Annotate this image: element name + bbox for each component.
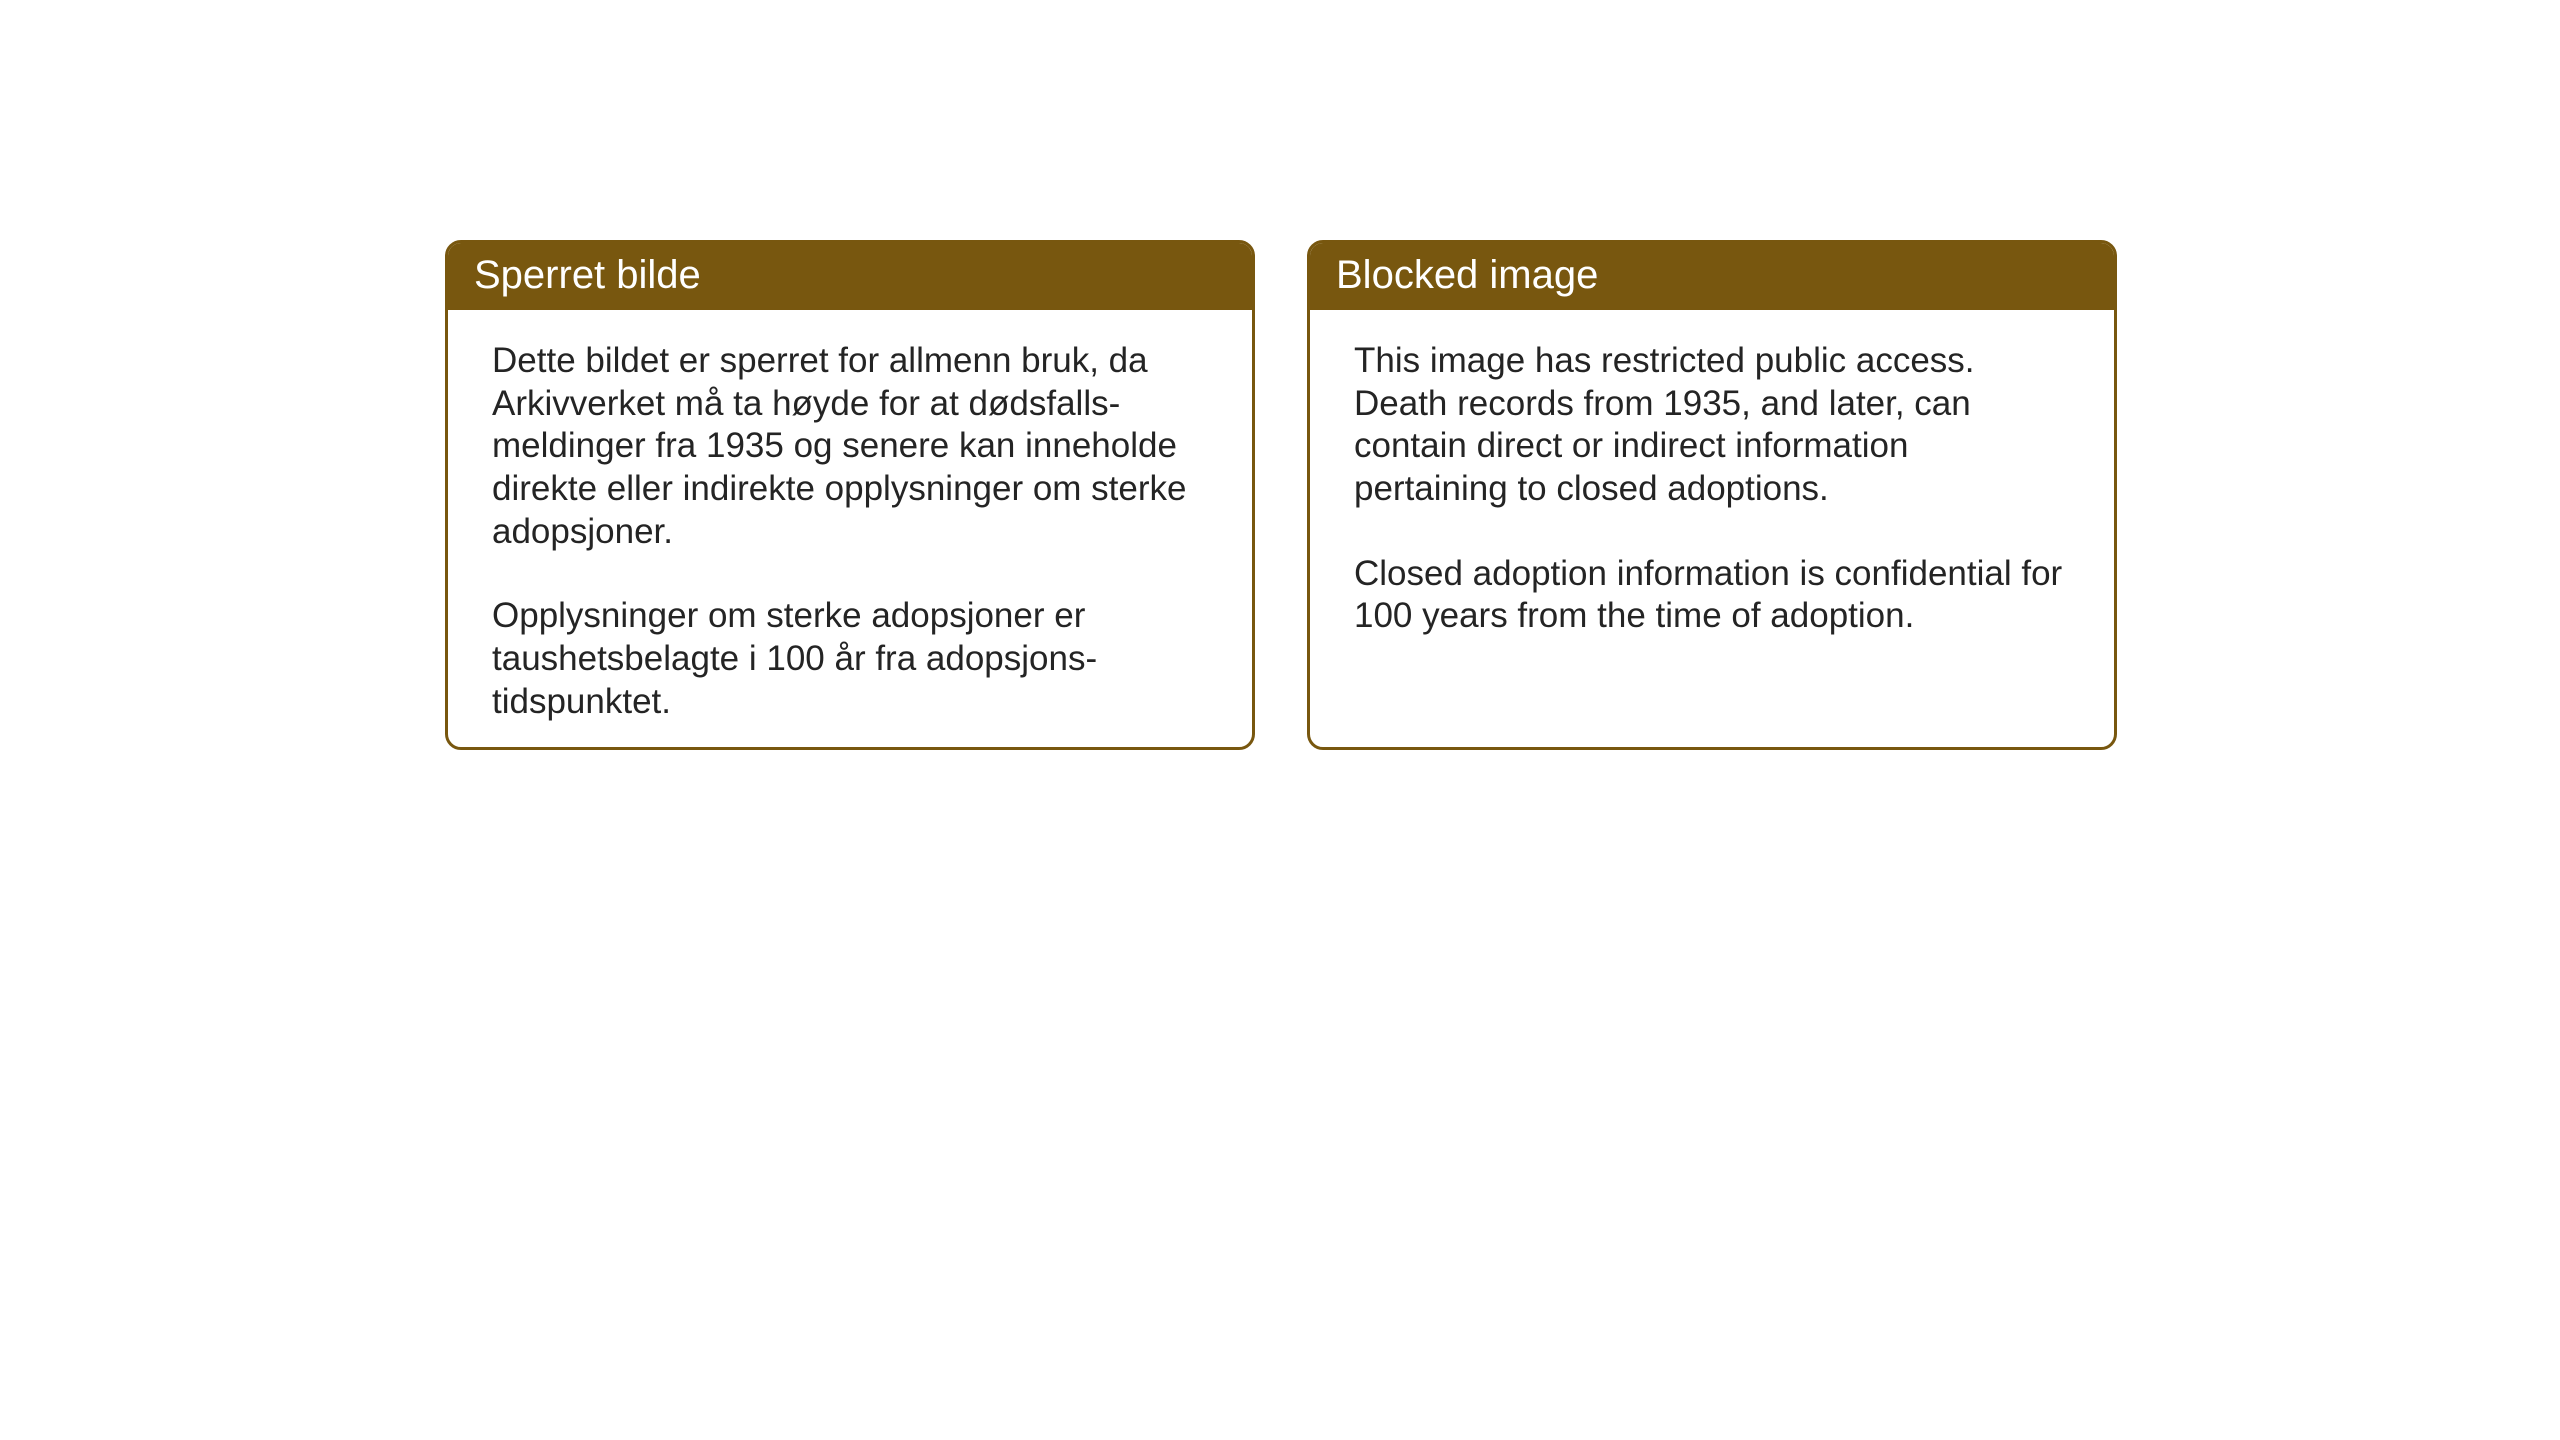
- cards-container: Sperret bilde Dette bildet er sperret fo…: [0, 0, 2560, 750]
- card-paragraph-2-no: Opplysninger om sterke adopsjoner er tau…: [492, 595, 1208, 723]
- card-paragraph-2-en: Closed adoption information is confident…: [1354, 553, 2070, 638]
- card-paragraph-1-en: This image has restricted public access.…: [1354, 340, 2070, 511]
- card-body-english: This image has restricted public access.…: [1310, 310, 2114, 668]
- card-header-norwegian: Sperret bilde: [448, 243, 1252, 310]
- card-norwegian: Sperret bilde Dette bildet er sperret fo…: [445, 240, 1255, 750]
- card-header-english: Blocked image: [1310, 243, 2114, 310]
- card-paragraph-1-no: Dette bildet er sperret for allmenn bruk…: [492, 340, 1208, 553]
- card-body-norwegian: Dette bildet er sperret for allmenn bruk…: [448, 310, 1252, 750]
- card-english: Blocked image This image has restricted …: [1307, 240, 2117, 750]
